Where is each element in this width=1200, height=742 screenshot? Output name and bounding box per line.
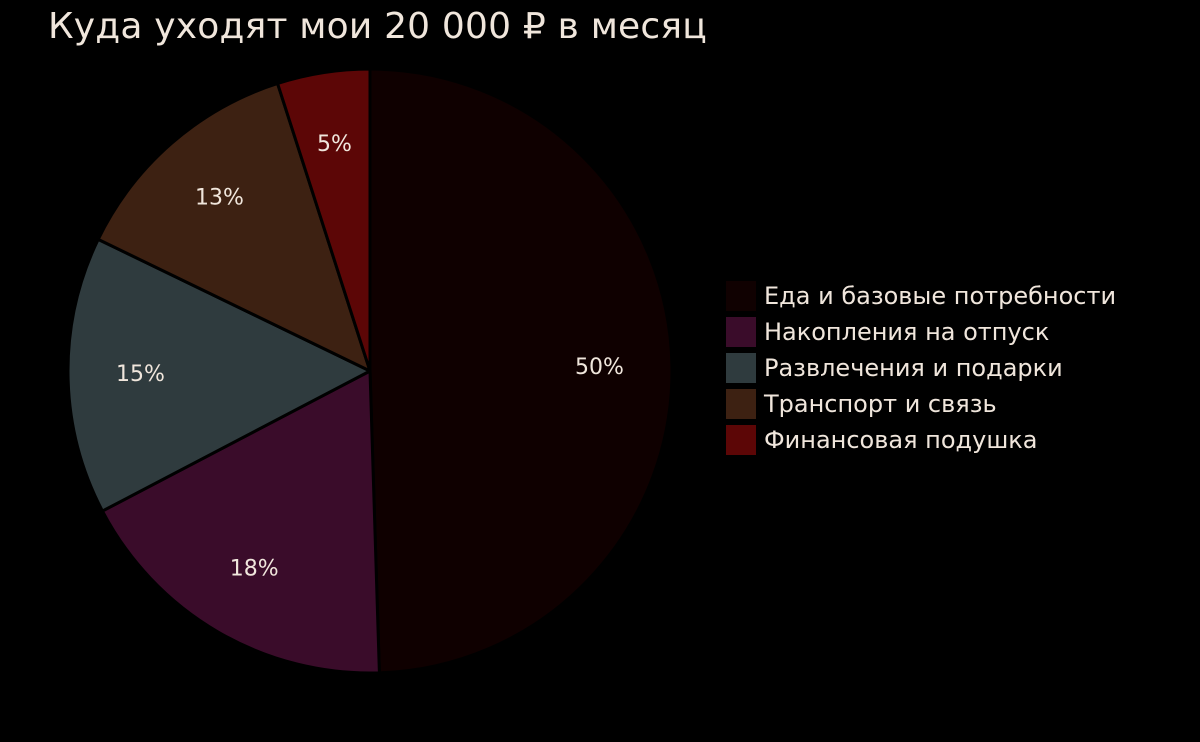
legend-item-2: Накопления на отпуск	[726, 314, 1116, 350]
legend-swatch-1	[726, 281, 756, 311]
legend-item-1: Еда и базовые потребности	[726, 278, 1116, 314]
pie-chart: 50% 18% 15% 13% 5%	[66, 67, 674, 675]
chart-title: Куда уходят мои 20 000 ₽ в месяц	[48, 6, 707, 47]
legend-label-2: Накопления на отпуск	[764, 318, 1050, 346]
pie-slice-1	[368, 67, 674, 675]
pie-slice-5	[276, 67, 372, 373]
pie-slice-3	[66, 237, 372, 513]
pie-slice-labels: 50% 18% 15% 13% 5%	[116, 132, 624, 582]
pie-slice-label-1: 50%	[575, 355, 624, 380]
legend-swatch-2	[726, 317, 756, 347]
pie-slices	[66, 67, 674, 675]
pie-slice-4	[96, 81, 372, 373]
pie-slice-label-5: 5%	[317, 132, 352, 157]
legend-swatch-5	[726, 425, 756, 455]
legend-label-5: Финансовая подушка	[764, 426, 1038, 454]
legend-label-1: Еда и базовые потребности	[764, 282, 1117, 310]
legend-item-4: Транспорт и связь	[726, 386, 1116, 422]
legend: Еда и базовые потребности Накопления на о…	[726, 278, 1116, 458]
legend-swatch-3	[726, 353, 756, 383]
legend-label-4: Транспорт и связь	[764, 390, 997, 418]
legend-item-3: Развлечения и подарки	[726, 350, 1116, 386]
legend-swatch-4	[726, 389, 756, 419]
pie-slice-label-4: 13%	[195, 185, 244, 210]
pie-slice-label-3: 15%	[116, 362, 165, 387]
legend-item-5: Финансовая подушка	[726, 422, 1116, 458]
pie-slice-2	[100, 369, 381, 675]
legend-label-3: Развлечения и подарки	[764, 354, 1063, 382]
pie-slice-label-2: 18%	[230, 557, 279, 582]
